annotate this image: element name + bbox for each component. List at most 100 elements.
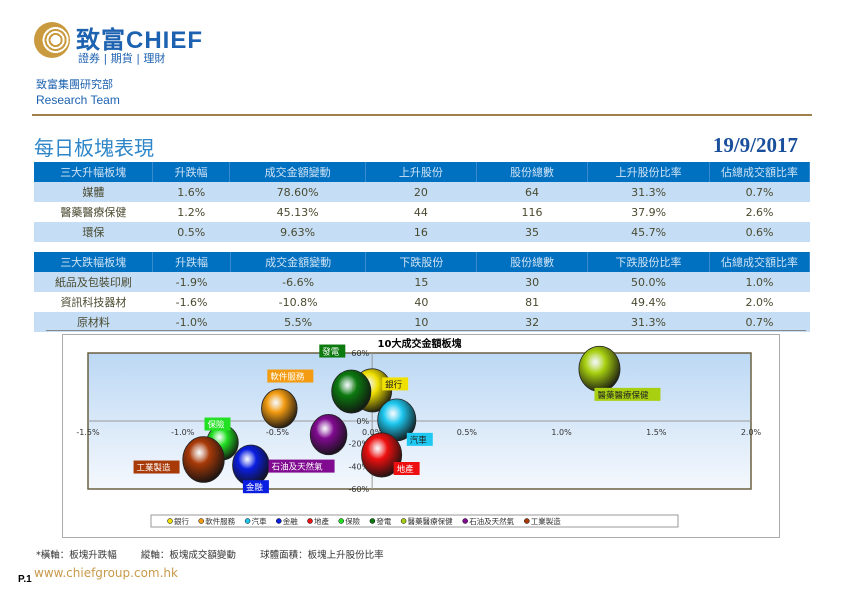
legend-item[interactable]: 工業製造 <box>531 516 561 526</box>
column-header: 下跌股份比率 <box>587 252 710 272</box>
table-cell: -1.6% <box>175 295 208 309</box>
legend-marker <box>244 518 251 524</box>
table-row: 資訊科技器材 -1.6% -10.8% 40 81 49.4% 2.0% <box>34 292 810 312</box>
column-header: 股份總數 <box>476 162 589 182</box>
column-header: 成交金額變動 <box>229 162 367 182</box>
legend-item[interactable]: 汽車 <box>252 516 267 526</box>
table-cell: 5.5% <box>230 312 366 332</box>
dept-en: Research Team <box>36 93 120 107</box>
x-tick-label: -1.5% <box>76 428 100 437</box>
table-cell: 紙品及包裝印刷 <box>34 272 153 292</box>
bubble-label: 發電 <box>322 348 340 358</box>
bubble-label: 保險 <box>207 420 225 431</box>
bubble-label-bg <box>267 369 314 383</box>
top-gainers-table: 三大升幅板塊 升跌幅 成交金額變動 上升股份 股份總數 上升股份比率 佔總成交額比率媒體 1.… <box>34 162 810 242</box>
top-losers-table: 三大跌幅板塊 升跌幅 成交金額變動 下跌股份 股份總數 下跌股份比率 佔總成交額比率 紙品及包… <box>34 252 811 332</box>
divider <box>46 330 806 331</box>
column-header: 三大升幅板塊 <box>34 162 154 182</box>
column-header: 升跌幅 <box>152 162 231 182</box>
table-cell: 116 <box>521 205 543 219</box>
table-cell: 9.63% <box>229 222 366 242</box>
table-cell: -1.0% <box>152 312 231 332</box>
page-number: P.1 <box>18 574 32 585</box>
table-cell: 資訊科技器材 <box>60 296 127 309</box>
legend-item[interactable]: 醫藥醫療保健 <box>408 516 453 526</box>
legend-marker <box>167 518 173 524</box>
table-cell: 0.5% <box>152 222 230 242</box>
bubble-3[interactable] <box>232 444 270 486</box>
bubble-label-bg <box>319 344 346 358</box>
legend-item[interactable]: 保險 <box>345 516 360 526</box>
table-cell: 20 <box>365 182 477 202</box>
bubble-label: 石油及天然氣 <box>272 462 324 473</box>
table-row: 環保 0.5% 9.63% 16 35 45.7% 0.6% <box>34 222 810 242</box>
table-cell: 1.0% <box>709 272 810 292</box>
bubble-label: 醫藥醫療保健 <box>597 390 649 401</box>
brand-tagline: 證券 | 期貨 | 理財 <box>78 52 166 65</box>
table-cell: 45.7% <box>587 222 710 242</box>
bubble-4[interactable] <box>361 432 403 478</box>
table-cell: 媒體 <box>34 182 153 202</box>
x-tick-label: 0.5% <box>457 428 478 437</box>
brand-name: 致富CHIEF <box>76 27 203 54</box>
table-cell: 16 <box>365 222 477 242</box>
column-header: 升跌幅 <box>152 252 231 272</box>
bubble-8[interactable] <box>309 414 348 456</box>
legend-item[interactable]: 發電 <box>376 517 391 526</box>
legend-item[interactable]: 軟件服務 <box>205 516 235 526</box>
website-link[interactable]: www.chiefgroup.com.hk <box>34 566 178 580</box>
column-header: 下跌股份 <box>365 252 478 272</box>
table-cell: 64 <box>476 182 588 202</box>
bubble-9[interactable] <box>182 436 225 483</box>
table-cell: 81 <box>525 295 540 309</box>
x-tick-label: -0.5% <box>266 428 290 437</box>
chief-logo-icon <box>34 22 70 58</box>
bubble-label: 地產 <box>397 464 415 475</box>
table-cell: 醫藥醫療保健 <box>60 206 127 219</box>
column-header: 佔總成交額比率 <box>709 162 810 182</box>
column-header: 上升股份比率 <box>587 162 711 182</box>
table-cell: 40 <box>414 295 429 309</box>
legend-item[interactable]: 金融 <box>283 516 298 526</box>
report-date: 19/9/2017 <box>712 133 798 157</box>
y-tick-label: -40% <box>348 462 369 471</box>
column-header: 三大跌幅板塊 <box>34 252 154 272</box>
bubble-label: 工業製造 <box>137 463 172 474</box>
table-cell: 44 <box>413 205 428 219</box>
column-header: 上升股份 <box>365 162 477 182</box>
table-cell: 49.4% <box>631 295 666 309</box>
table-cell: 10 <box>365 312 477 332</box>
page-title: 每日板塊表現 <box>34 136 154 160</box>
table-cell: 32 <box>476 312 588 332</box>
table-cell: 30 <box>476 272 588 292</box>
x-tick-label: 1.0% <box>551 428 572 437</box>
table-cell: 0.6% <box>709 222 810 242</box>
x-tick-label: -1.0% <box>171 428 195 437</box>
table-cell: 2.6% <box>745 205 774 219</box>
legend <box>150 514 679 528</box>
y-tick-label: -60% <box>348 485 369 494</box>
table-cell: 31.3% <box>587 312 710 332</box>
y-tick-label: 0% <box>356 417 369 426</box>
column-header: 股份總數 <box>476 252 588 272</box>
table-cell: 15 <box>365 272 477 292</box>
bubble-7[interactable] <box>578 345 621 392</box>
legend-item[interactable]: 石油及天然氣 <box>469 516 514 526</box>
legend-marker <box>369 518 376 524</box>
legend-item[interactable]: 地產 <box>314 516 329 526</box>
legend-item[interactable]: 銀行 <box>174 516 189 526</box>
x-tick-label: 2.0% <box>741 428 762 437</box>
column-header: 佔總成交額比率 <box>709 252 811 272</box>
y-tick-label: 60% <box>351 349 369 358</box>
bubble-label-bg <box>393 462 420 475</box>
bubble-label-bg <box>242 480 269 494</box>
bubble-label: 金融 <box>246 482 264 493</box>
table-cell: 1.2% <box>177 205 206 219</box>
table-cell: 2.0% <box>745 295 774 309</box>
bubble-label-bg <box>382 377 409 391</box>
bubble-6[interactable] <box>331 369 372 414</box>
legend-marker <box>400 518 407 524</box>
bubble-1[interactable] <box>261 388 298 429</box>
bubble-label-bg <box>268 459 335 473</box>
